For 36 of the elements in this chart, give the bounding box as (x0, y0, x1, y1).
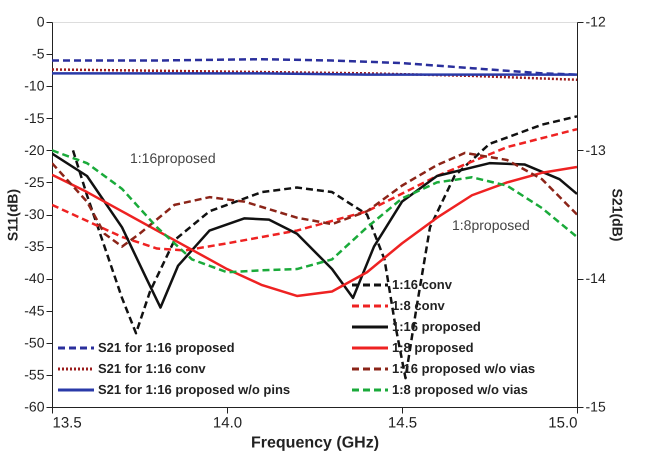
y-tick-label: -15 (24, 110, 45, 126)
y2-tick-label: -12 (586, 14, 606, 30)
x-tick-label: 13.5 (52, 414, 82, 432)
line-series (52, 149, 577, 274)
y2-tick-label: -13 (586, 142, 606, 158)
legend-label: S21 for 1:16 proposed (98, 340, 235, 355)
y2-tick-label: -15 (586, 398, 606, 414)
y2-axis-title: S21(dB) (610, 188, 626, 242)
legend-label: S21 for 1:16 conv (98, 361, 206, 376)
y-tick-label: -30 (24, 206, 45, 222)
y-tick-label: -40 (24, 270, 45, 286)
y-tick-label: -25 (24, 174, 45, 190)
y-tick-label: -20 (24, 142, 45, 158)
x-tick-label: 14.0 (212, 414, 242, 432)
legend-label: S21 for 1:16 proposed w/o pins (98, 382, 290, 397)
x-tick-label: 14.5 (388, 414, 418, 432)
y-tick-label: -35 (24, 238, 45, 254)
x-tick-label: 15.0 (548, 414, 578, 432)
y-tick-label: -5 (32, 46, 45, 62)
y-axis-title: S11(dB) (4, 188, 20, 242)
legend-label: 1:8 conv (392, 298, 446, 313)
y-tick-label: -55 (24, 366, 45, 382)
y-tick-label: -45 (24, 302, 45, 318)
annotation: 1:8proposed (452, 217, 530, 233)
y-tick-label: -60 (24, 398, 45, 414)
y-tick-label: -50 (24, 334, 45, 350)
legend-label: 1:16 conv (392, 277, 453, 292)
legend-label: 1:8 proposed w/o vias (392, 382, 528, 397)
y2-tick-label: -14 (586, 270, 606, 286)
line-series (52, 68, 577, 81)
annotation: 1:16proposed (130, 150, 216, 166)
x-axis-title: Frequency (GHz) (250, 434, 380, 452)
y-tick-label: 0 (36, 14, 45, 30)
line-series (52, 58, 577, 76)
line-series (52, 152, 577, 248)
y-tick-label: -10 (24, 78, 45, 94)
